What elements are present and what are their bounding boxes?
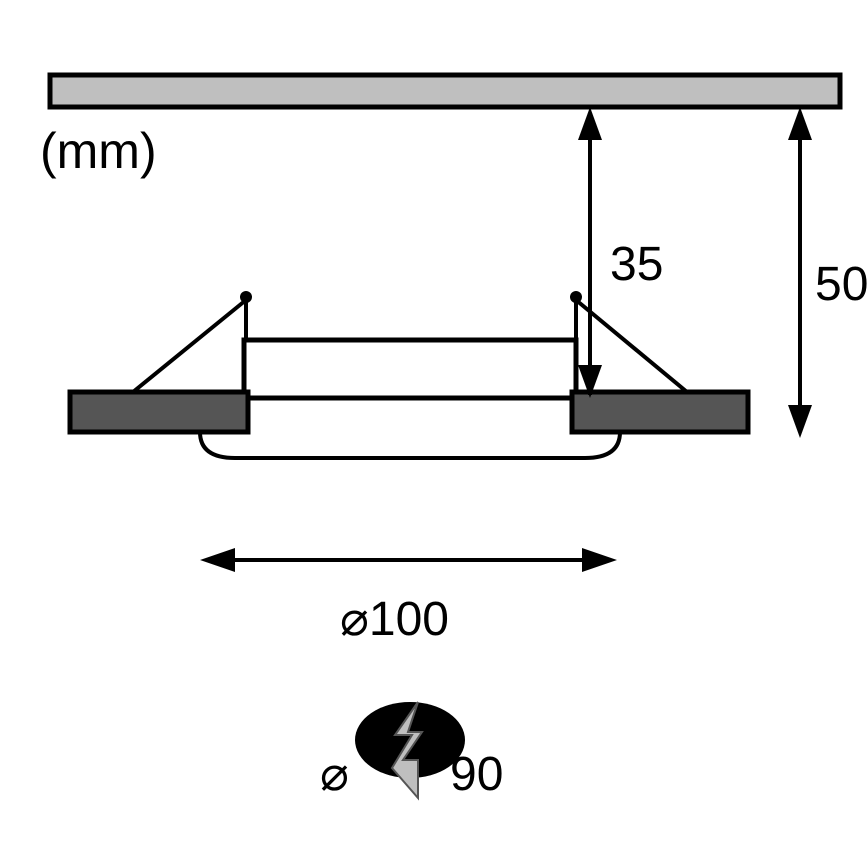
cutout-value: 90 [450, 748, 503, 801]
cutout-diameter-symbol: ⌀ [320, 748, 349, 801]
cutout-badge: ⌀ 90 [320, 702, 503, 801]
dim-35-label: 35 [610, 238, 663, 291]
dim-35: 35 [578, 107, 663, 398]
dim-diameter-100: ⌀100 [200, 548, 617, 646]
dim-100-label: ⌀100 [340, 593, 449, 646]
dim-50: 50 [788, 107, 868, 438]
dim-50-label: 50 [815, 258, 868, 311]
dimension-diagram: (mm) 35 50 ⌀100 [0, 0, 868, 868]
unit-label: (mm) [40, 123, 157, 179]
ceiling-bar [50, 75, 840, 107]
